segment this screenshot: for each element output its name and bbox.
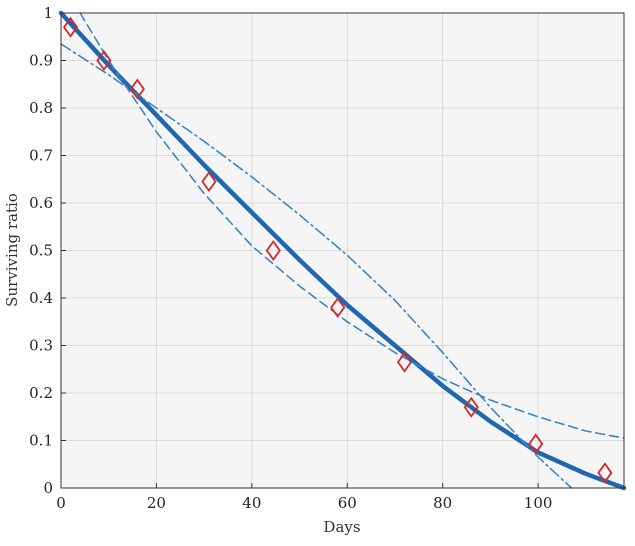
y-tick-label: 0.8 — [29, 99, 53, 117]
x-axis-label: Days — [323, 518, 360, 536]
data-point-diamond — [62, 16, 79, 38]
data-point-diamond — [96, 49, 112, 72]
x-tick-label: 100 — [524, 494, 553, 512]
data-point-diamond — [463, 396, 479, 418]
y-tick-label: 0.5 — [29, 242, 53, 260]
data-markers — [62, 16, 613, 484]
y-tick-label: 0 — [43, 479, 53, 497]
y-axis-label: Surviving ratio — [3, 193, 21, 307]
y-tick-label: 0.4 — [29, 289, 53, 307]
y-tick-label: 0.9 — [29, 52, 53, 70]
x-tick-label: 40 — [242, 494, 261, 512]
data-point-diamond — [265, 239, 281, 262]
data-point-diamond — [597, 462, 613, 484]
axis-ticks: 0 20 40 60 80 100 0 0.1 0.2 0.3 0.4 0.5 0.6 0.7 0.8 0.9… — [29, 4, 552, 512]
data-point-diamond — [129, 78, 145, 100]
data-point-diamond — [528, 433, 544, 455]
y-tick-label: 1 — [43, 4, 53, 22]
y-tick-label: 0.7 — [29, 147, 53, 165]
x-tick-label: 80 — [433, 494, 452, 512]
data-point-diamond — [396, 351, 413, 373]
y-tick-label: 0.2 — [29, 384, 53, 402]
data-point-diamond — [330, 296, 346, 319]
bound-dashed-line — [79, 12, 625, 439]
bound-dashdot-line — [60, 43, 573, 489]
y-tick-label: 0.6 — [29, 194, 53, 212]
x-tick-label: 20 — [147, 494, 166, 512]
fit-curve-line — [58, 10, 627, 491]
y-tick-label: 0.3 — [29, 337, 53, 355]
data-point-diamond — [201, 171, 217, 193]
series-lines — [58, 10, 627, 491]
x-tick-label: 60 — [338, 494, 357, 512]
y-tick-label: 0.1 — [29, 432, 53, 450]
x-tick-label: 0 — [56, 494, 66, 512]
